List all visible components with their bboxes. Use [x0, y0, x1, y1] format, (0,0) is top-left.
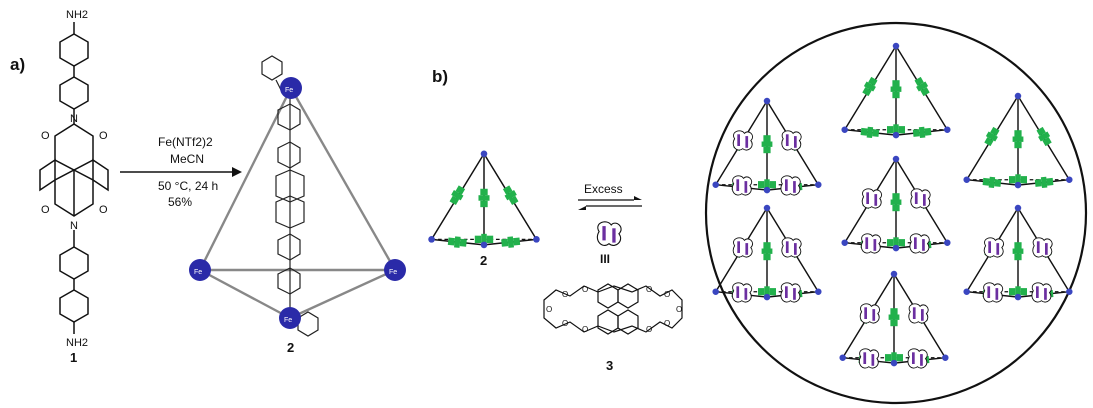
crown-atom: O	[676, 305, 682, 314]
cage-empty-top	[841, 43, 950, 139]
carbonyl-o-2: O	[99, 130, 108, 142]
equilibrium-arrows: Excess	[578, 182, 642, 210]
cage-hostguest-5	[839, 271, 948, 368]
crown-atom: O	[646, 285, 652, 294]
carbonyl-o-4: O	[99, 204, 108, 216]
amine-bottom: NH2	[66, 337, 88, 349]
cage-empty-right	[963, 93, 1072, 189]
guest-3-number: 3	[606, 358, 613, 373]
fe-vertex-left	[189, 259, 211, 281]
imide-n-bottom: N	[70, 220, 78, 232]
crown-atom: O	[562, 319, 568, 328]
guest-symbol: III	[600, 252, 610, 266]
fe-label-right: Fe	[389, 269, 397, 276]
crown-ether-3-structure: O O O O O O O O O O	[543, 283, 683, 335]
yield-text: 56%	[168, 195, 192, 209]
crown-atom: O	[546, 305, 552, 314]
cage-hostguest-1	[712, 98, 821, 195]
crown-atom: O	[664, 290, 670, 299]
mixture-circle	[704, 21, 1088, 405]
crown-ether-icon	[596, 221, 622, 246]
product-ligand-sketch	[261, 55, 319, 337]
reaction-arrow-head	[232, 167, 242, 177]
fe-label-bottom: Fe	[284, 317, 292, 324]
crown-atom: O	[582, 285, 588, 294]
cage-hostguest-3	[712, 205, 821, 302]
amine-top: NH2	[66, 9, 88, 21]
crown-atom: O	[582, 325, 588, 334]
carbonyl-o-3: O	[41, 204, 50, 216]
fe-vertex-bottom	[279, 307, 301, 329]
fe-vertex-top	[280, 77, 302, 99]
solvent-text: MeCN	[170, 152, 204, 166]
fe-label-left: Fe	[194, 269, 202, 276]
imide-n-top: N	[70, 113, 78, 125]
reactant-1-labels: NH2 N O O O O N NH2 1	[41, 9, 108, 365]
reagent-text: Fe(NTf2)2	[158, 135, 213, 149]
crown-atom: O	[646, 325, 652, 334]
compound-2-number: 2	[287, 340, 294, 355]
compound-1-number: 1	[70, 350, 77, 365]
reactant-1-structure	[39, 22, 109, 334]
cage-2-number: 2	[480, 253, 487, 268]
cage-hostguest-2	[841, 156, 950, 253]
reaction-conditions: Fe(NTf2)2 MeCN 50 °C, 24 h 56%	[120, 135, 242, 209]
temp-time-text: 50 °C, 24 h	[158, 179, 218, 193]
product-2-tetrahedron: Fe Fe Fe Fe 2	[189, 55, 406, 355]
fe-vertex-right	[384, 259, 406, 281]
excess-label: Excess	[584, 182, 623, 196]
panel-b-label: b)	[432, 67, 448, 86]
panel-a-label: a)	[10, 55, 25, 74]
crown-atom: O	[664, 319, 670, 328]
carbonyl-o-1: O	[41, 130, 50, 142]
empty-cage-2	[428, 150, 540, 248]
cage-hostguest-4	[963, 205, 1072, 302]
crown-atom: O	[562, 290, 568, 299]
fe-label-top: Fe	[285, 87, 293, 94]
